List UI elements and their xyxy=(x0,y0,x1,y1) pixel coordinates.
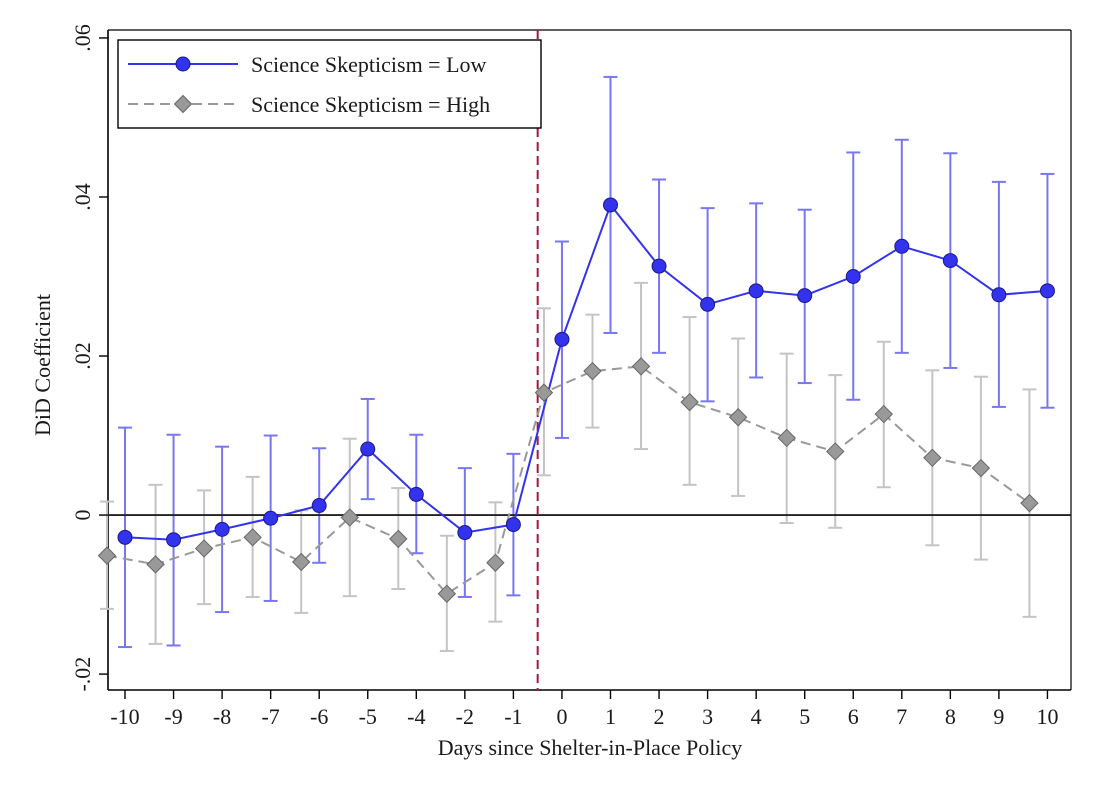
marker-point-series-1 xyxy=(728,408,748,427)
x-tick-label: 10 xyxy=(1036,704,1058,729)
x-tick-label: 7 xyxy=(896,704,907,729)
marker-point-series-1 xyxy=(291,552,311,572)
marker-point-series-1 xyxy=(923,448,942,468)
y-tick-label: 0 xyxy=(70,510,95,521)
legend-label-1: Science Skepticism = High xyxy=(251,92,490,117)
y-tick-label: .02 xyxy=(70,342,95,370)
series-line-0 xyxy=(124,202,1048,541)
x-tick-label: -2 xyxy=(456,704,474,729)
x-tick-label: 6 xyxy=(848,704,859,729)
marker-point-series-0 xyxy=(942,253,958,269)
marker-point-series-1 xyxy=(194,539,214,558)
x-tick-label: 9 xyxy=(993,704,1004,729)
marker-point-series-0 xyxy=(263,510,279,526)
marker-point-series-0 xyxy=(408,486,424,502)
legend-swatch-marker-0 xyxy=(175,56,191,72)
y-tick-label: -.02 xyxy=(70,657,95,692)
x-tick-label: -8 xyxy=(213,704,231,729)
y-axis-title: DiD Coefficient xyxy=(30,294,55,436)
x-tick-label: 8 xyxy=(945,704,956,729)
x-tick-label: -6 xyxy=(310,704,328,729)
marker-point-series-1 xyxy=(389,529,408,549)
x-tick-label: 2 xyxy=(654,704,665,729)
marker-point-series-0 xyxy=(214,521,230,537)
marker-point-series-0 xyxy=(505,517,521,533)
series-markers xyxy=(97,197,1055,603)
marker-point-series-1 xyxy=(583,361,602,381)
marker-point-series-1 xyxy=(971,458,991,478)
x-tick-label: -5 xyxy=(359,704,377,729)
axes: -10 -9 -8 -7 -6 -5 -4 -2 -1 0 1 2 3 4 5 6 7 8 9 10-.020.02.… xyxy=(70,24,1058,729)
x-tick-label: -7 xyxy=(261,704,279,729)
y-tick-label: .06 xyxy=(70,24,95,52)
marker-point-series-1 xyxy=(874,404,894,424)
y-tick-label: .04 xyxy=(70,183,95,211)
x-tick-label: -1 xyxy=(504,704,522,729)
legend-label-0: Science Skepticism = Low xyxy=(251,52,487,77)
x-tick-label: -10 xyxy=(110,704,139,729)
marker-point-series-0 xyxy=(845,269,861,285)
series-line-1 xyxy=(106,365,1031,596)
legend: Science Skepticism = Low Science Skeptici… xyxy=(117,39,542,129)
marker-point-series-0 xyxy=(360,441,376,457)
marker-point-series-1 xyxy=(631,357,651,376)
marker-point-series-1 xyxy=(680,392,699,412)
x-tick-label: 1 xyxy=(605,704,616,729)
legend-box xyxy=(117,39,542,129)
confidence-intervals xyxy=(100,75,1055,653)
marker-point-series-0 xyxy=(166,532,182,548)
x-tick-label: -9 xyxy=(164,704,182,729)
x-tick-label: 3 xyxy=(702,704,713,729)
marker-point-series-0 xyxy=(1039,283,1055,299)
marker-point-series-1 xyxy=(437,584,457,603)
marker-point-series-1 xyxy=(826,442,845,461)
marker-point-series-0 xyxy=(700,296,716,312)
x-tick-label: 5 xyxy=(799,704,810,729)
marker-point-series-1 xyxy=(486,553,505,572)
marker-point-series-0 xyxy=(117,529,133,545)
series-lines xyxy=(106,202,1048,596)
marker-point-series-0 xyxy=(797,288,813,304)
marker-point-series-0 xyxy=(748,283,764,299)
marker-point-series-1 xyxy=(340,508,359,527)
x-tick-label: -4 xyxy=(407,704,425,729)
marker-point-series-0 xyxy=(311,498,327,514)
marker-point-series-1 xyxy=(97,546,117,565)
marker-point-series-1 xyxy=(243,528,262,547)
marker-point-series-0 xyxy=(991,287,1007,303)
marker-point-series-1 xyxy=(1020,493,1039,513)
x-tick-label: 0 xyxy=(556,704,567,729)
marker-point-series-0 xyxy=(457,525,473,541)
marker-point-series-0 xyxy=(894,238,910,254)
marker-point-series-0 xyxy=(651,258,667,274)
marker-point-series-1 xyxy=(777,428,796,448)
marker-point-series-1 xyxy=(534,383,554,402)
x-tick-label: 4 xyxy=(751,704,762,729)
marker-point-series-0 xyxy=(554,331,570,347)
marker-point-series-1 xyxy=(146,555,165,574)
marker-point-series-0 xyxy=(603,197,618,213)
x-axis-title: Days since Shelter-in-Place Policy xyxy=(438,735,742,760)
legend-swatch-marker-1 xyxy=(173,94,193,114)
